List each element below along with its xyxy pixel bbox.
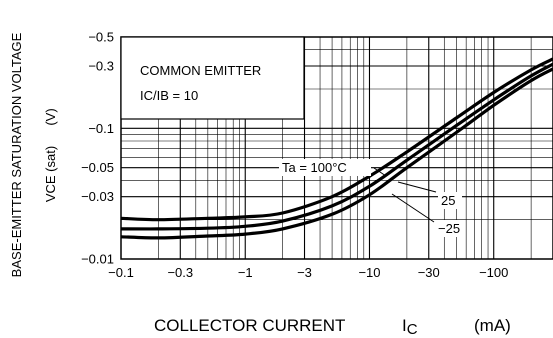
- y-tick-label: −0.03: [81, 189, 114, 204]
- tick-labels: −0.1 −0.3 −1 −3 −10 −30 −100 −0.01 −0.03 −0.05 −0.…: [81, 30, 508, 281]
- x-axis-unit: (mA): [474, 316, 511, 335]
- y-tick-label: −0.5: [88, 30, 114, 45]
- y-tick-label: −0.1: [88, 121, 114, 136]
- series-label: −25: [438, 221, 460, 236]
- series-label-bg: [438, 192, 462, 209]
- x-axis-symbol: IC: [402, 316, 418, 338]
- x-tick-label: −3: [297, 265, 312, 280]
- annotation-box: COMMON EMITTER IC/IB = 10: [120, 36, 305, 120]
- series-label: Ta = 100°C: [282, 160, 347, 175]
- series-label-leader: [397, 181, 437, 193]
- x-axis-label: COLLECTOR CURRENT: [154, 316, 345, 335]
- series-line-1: [121, 57, 553, 222]
- x-axis-symbol-main: I: [402, 316, 407, 335]
- plot-frame: [120, 36, 553, 260]
- x-tick-label: −0.3: [167, 265, 193, 280]
- x-axis-symbol-subscript: C: [407, 321, 418, 338]
- x-tick-label: −1: [238, 265, 253, 280]
- y-axis-unit: (V): [43, 108, 58, 125]
- x-tick-label: −30: [418, 265, 440, 280]
- annotation-line-2: IC/IB = 10: [140, 88, 198, 103]
- series-line-2: [121, 62, 553, 231]
- y-axis-symbol: VCE (sat): [43, 146, 58, 202]
- series-line-3: [121, 67, 553, 240]
- series-curves: [121, 57, 553, 240]
- x-tick-label: −100: [479, 265, 508, 280]
- series-label-bg: [435, 220, 463, 237]
- y-tick-label: −0.01: [81, 252, 114, 267]
- x-tick-label: −10: [358, 265, 380, 280]
- series-label-leader: [373, 167, 387, 177]
- y-tick-label: −0.05: [81, 160, 114, 175]
- series-labels: Ta = 100°C 25 −25: [279, 159, 463, 237]
- series-label: 25: [441, 193, 455, 208]
- x-tick-label: −0.1: [108, 265, 134, 280]
- y-axis-label: BASE-EMITTER SATURATION VOLTAGE: [9, 32, 24, 277]
- y-tick-label: −0.3: [88, 58, 114, 73]
- annotation-box-frame: [120, 36, 305, 120]
- series-label-bg: [279, 159, 371, 176]
- annotation-line-1: COMMON EMITTER: [140, 63, 261, 78]
- series-label-leader: [391, 193, 435, 223]
